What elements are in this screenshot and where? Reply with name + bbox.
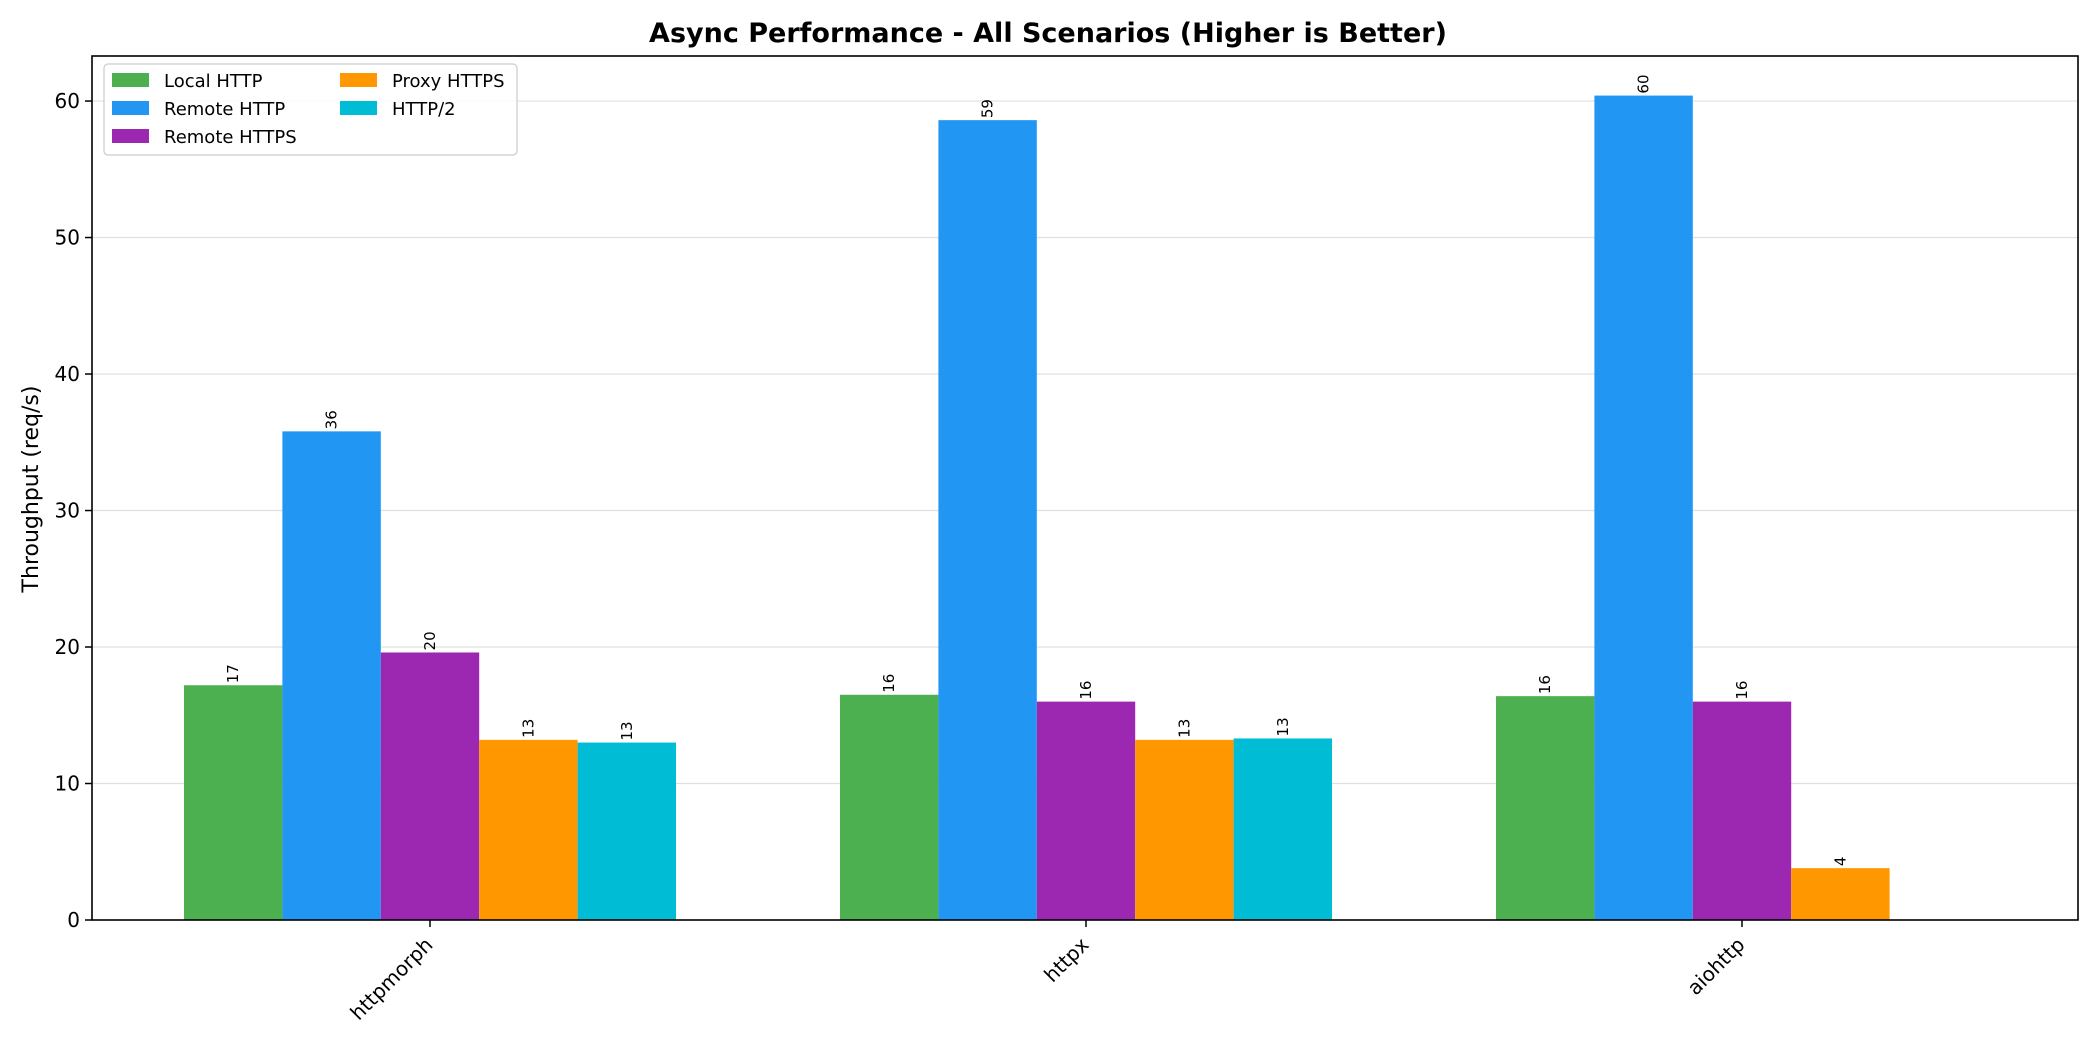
data-label: 16 [880,674,898,693]
y-axis-label: Throughput (req/s) [19,386,44,594]
bar [577,742,676,920]
bar [840,694,939,920]
bar [1594,95,1693,920]
data-label: 36 [323,410,341,429]
bar [282,431,381,920]
data-label: 59 [979,99,997,118]
bar [479,739,578,920]
bar [938,120,1037,920]
bar [1135,739,1234,920]
legend-swatch [112,73,149,87]
x-tick-label: httpmorph [345,933,437,1025]
data-label: 4 [1831,857,1849,867]
data-label: 17 [224,664,242,683]
data-label: 13 [519,719,537,738]
data-label: 13 [1175,719,1193,738]
data-label: 16 [1077,681,1095,700]
chart-title: Async Performance - All Scenarios (Highe… [649,18,1447,49]
data-label: 60 [1635,74,1653,93]
y-tick-label: 30 [55,499,80,523]
x-tick-label: httpx [1039,932,1093,986]
legend-box [103,63,518,156]
legend-swatch [112,101,149,115]
y-tick-label: 40 [55,362,80,386]
data-label: 13 [618,721,636,740]
legend-label: Proxy HTTPS [392,71,505,92]
bar [1692,701,1792,920]
legend-swatch [340,73,377,87]
bar [380,652,480,920]
data-label: 16 [1536,675,1554,694]
y-tick-label: 20 [55,635,80,659]
legend-label: Remote HTTPS [164,127,297,148]
bars [184,95,1890,920]
bar [1036,701,1136,920]
plot-frame [91,55,2079,921]
legend-swatch [112,129,149,143]
legend-label: Remote HTTP [164,99,285,120]
bar [184,685,283,920]
y-tick-label: 50 [55,226,80,250]
bar [1791,868,1890,920]
legend-label: Local HTTP [164,71,263,92]
y-tick-label: 10 [55,772,80,796]
data-label: 20 [421,631,439,650]
legend-label: HTTP/2 [392,99,456,120]
data-labels: 17 36 20 13 13 16 59 16 13 13 16 60 16 4 [224,74,1849,866]
bar [1233,738,1332,920]
legend: Local HTTP Remote HTTP Remote HTTPS Proxy H… [103,63,518,156]
x-tick-label: aiohttp [1682,933,1749,1000]
data-label: 13 [1274,717,1292,736]
y-tick-label: 0 [67,908,80,932]
y-tick-label: 60 [55,89,80,113]
data-label: 16 [1733,681,1751,700]
legend-swatch [340,101,377,115]
bar [1496,696,1595,920]
